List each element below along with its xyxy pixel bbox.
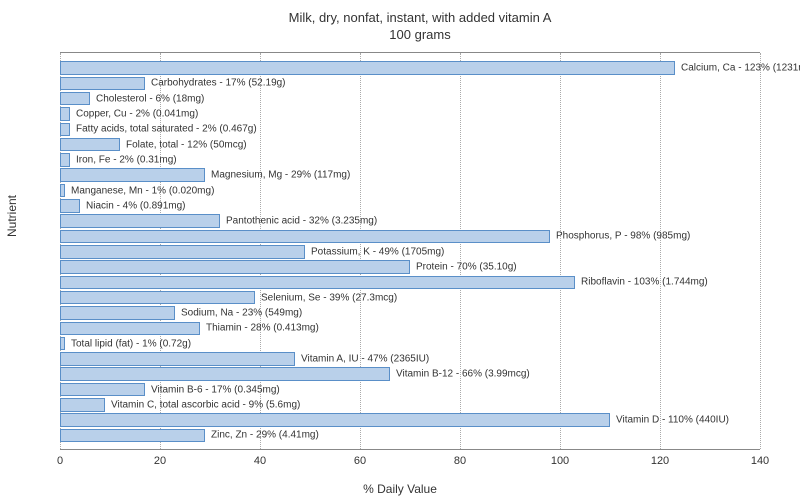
nutrient-label: Phosphorus, P - 98% (985mg) (552, 231, 690, 242)
nutrient-label: Total lipid (fat) - 1% (0.72g) (67, 338, 191, 349)
nutrient-label: Potassium, K - 49% (1705mg) (307, 246, 444, 257)
nutrient-bar (60, 230, 550, 244)
bar-row: Vitamin B-12 - 66% (3.99mcg) (60, 367, 760, 381)
bar-row: Vitamin B-6 - 17% (0.345mg) (60, 383, 760, 397)
nutrient-bar (60, 123, 70, 137)
nutrient-bar (60, 199, 80, 213)
nutrient-bar (60, 276, 575, 290)
bar-row: Cholesterol - 6% (18mg) (60, 92, 760, 106)
nutrient-label: Fatty acids, total saturated - 2% (0.467… (72, 124, 257, 135)
bar-row: Riboflavin - 103% (1.744mg) (60, 276, 760, 290)
nutrient-label: Sodium, Na - 23% (549mg) (177, 308, 302, 319)
nutrient-label: Riboflavin - 103% (1.744mg) (577, 277, 708, 288)
nutrient-bar (60, 306, 175, 320)
nutrient-label: Calcium, Ca - 123% (1231mg) (677, 63, 800, 74)
nutrient-bar (60, 92, 90, 106)
bar-row: Calcium, Ca - 123% (1231mg) (60, 61, 760, 75)
nutrient-label: Vitamin B-12 - 66% (3.99mcg) (392, 369, 530, 380)
nutrient-label: Thiamin - 28% (0.413mg) (202, 323, 319, 334)
chart-title: Milk, dry, nonfat, instant, with added v… (60, 10, 780, 44)
nutrient-bar (60, 291, 255, 305)
bar-row: Total lipid (fat) - 1% (0.72g) (60, 337, 760, 351)
nutrient-bar (60, 352, 295, 366)
nutrient-bar (60, 214, 220, 228)
nutrient-bar (60, 138, 120, 152)
title-line-2: 100 grams (60, 27, 780, 44)
nutrient-label: Cholesterol - 6% (18mg) (92, 93, 204, 104)
bar-row: Magnesium, Mg - 29% (117mg) (60, 168, 760, 182)
nutrient-label: Magnesium, Mg - 29% (117mg) (207, 170, 350, 181)
nutrient-bar (60, 367, 390, 381)
x-tick-label: 140 (751, 455, 769, 467)
nutrient-label: Zinc, Zn - 29% (4.41mg) (207, 430, 319, 441)
nutrient-bar (60, 429, 205, 443)
nutrient-label: Pantothenic acid - 32% (3.235mg) (222, 216, 377, 227)
bar-row: Potassium, K - 49% (1705mg) (60, 245, 760, 259)
nutrient-label: Carbohydrates - 17% (52.19g) (147, 78, 286, 89)
x-tick-label: 0 (57, 455, 63, 467)
bar-row: Thiamin - 28% (0.413mg) (60, 322, 760, 336)
nutrient-label: Vitamin B-6 - 17% (0.345mg) (147, 384, 280, 395)
nutrient-label: Folate, total - 12% (50mcg) (122, 139, 247, 150)
bar-row: Niacin - 4% (0.891mg) (60, 199, 760, 213)
nutrient-bar (60, 260, 410, 274)
bar-row: Manganese, Mn - 1% (0.020mg) (60, 184, 760, 198)
nutrient-bar (60, 322, 200, 336)
nutrient-label: Selenium, Se - 39% (27.3mcg) (257, 292, 397, 303)
nutrient-bar (60, 184, 65, 198)
nutrient-bar (60, 398, 105, 412)
nutrient-bar (60, 337, 65, 351)
x-tick-label: 80 (454, 455, 466, 467)
bar-row: Phosphorus, P - 98% (985mg) (60, 230, 760, 244)
nutrient-bar (60, 77, 145, 91)
bar-row: Fatty acids, total saturated - 2% (0.467… (60, 123, 760, 137)
nutrient-bar (60, 413, 610, 427)
nutrient-bar (60, 245, 305, 259)
y-axis-label: Nutrient (5, 195, 19, 237)
nutrient-label: Vitamin C, total ascorbic acid - 9% (5.6… (107, 399, 300, 410)
gridline (760, 53, 761, 449)
nutrient-label: Protein - 70% (35.10g) (412, 262, 517, 273)
nutrient-bar (60, 168, 205, 182)
x-tick-label: 60 (354, 455, 366, 467)
nutrient-bar (60, 153, 70, 167)
title-line-1: Milk, dry, nonfat, instant, with added v… (60, 10, 780, 27)
x-axis-label: % Daily Value (363, 482, 437, 496)
bar-row: Vitamin C, total ascorbic acid - 9% (5.6… (60, 398, 760, 412)
x-tick-label: 40 (254, 455, 266, 467)
nutrient-label: Copper, Cu - 2% (0.041mg) (72, 109, 198, 120)
chart-container: Milk, dry, nonfat, instant, with added v… (0, 0, 800, 500)
bar-row: Vitamin D - 110% (440IU) (60, 413, 760, 427)
bar-row: Zinc, Zn - 29% (4.41mg) (60, 429, 760, 443)
nutrient-label: Niacin - 4% (0.891mg) (82, 200, 185, 211)
nutrient-bar (60, 383, 145, 397)
bar-row: Folate, total - 12% (50mcg) (60, 138, 760, 152)
bar-row: Protein - 70% (35.10g) (60, 260, 760, 274)
x-tick-label: 20 (154, 455, 166, 467)
nutrient-label: Vitamin A, IU - 47% (2365IU) (297, 353, 429, 364)
bar-row: Carbohydrates - 17% (52.19g) (60, 77, 760, 91)
bar-row: Copper, Cu - 2% (0.041mg) (60, 107, 760, 121)
bar-row: Sodium, Na - 23% (549mg) (60, 306, 760, 320)
nutrient-bar (60, 61, 675, 75)
bar-row: Pantothenic acid - 32% (3.235mg) (60, 214, 760, 228)
x-tick-label: 100 (551, 455, 569, 467)
plot-area: 020406080100120140Calcium, Ca - 123% (12… (60, 52, 760, 450)
nutrient-bar (60, 107, 70, 121)
bar-row: Vitamin A, IU - 47% (2365IU) (60, 352, 760, 366)
x-tick-label: 120 (651, 455, 669, 467)
bar-row: Iron, Fe - 2% (0.31mg) (60, 153, 760, 167)
nutrient-label: Vitamin D - 110% (440IU) (612, 415, 729, 426)
bar-row: Selenium, Se - 39% (27.3mcg) (60, 291, 760, 305)
nutrient-label: Iron, Fe - 2% (0.31mg) (72, 154, 177, 165)
nutrient-label: Manganese, Mn - 1% (0.020mg) (67, 185, 214, 196)
